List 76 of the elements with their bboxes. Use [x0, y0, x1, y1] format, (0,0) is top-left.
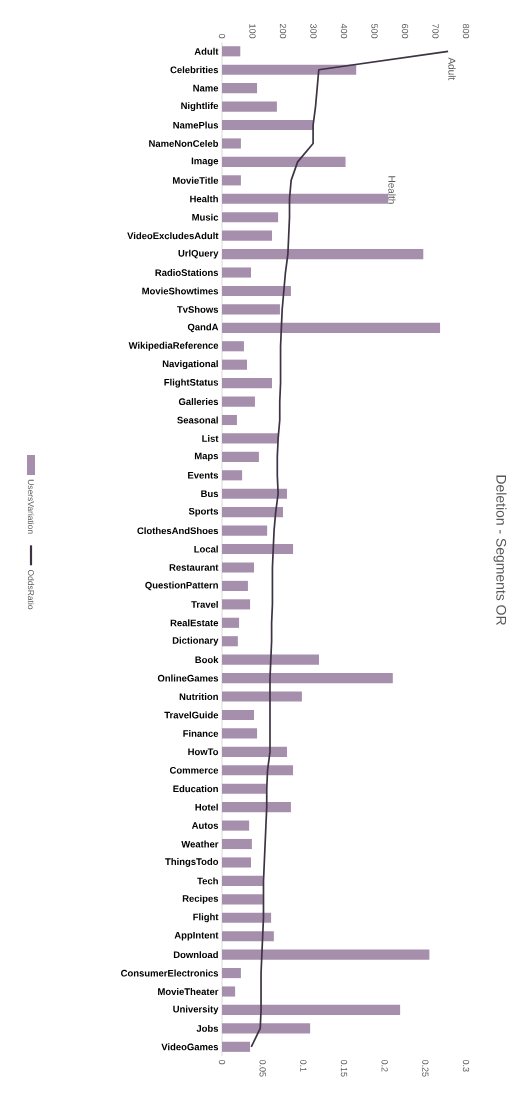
- y-tick-label: Weather: [181, 840, 219, 848]
- y-tick-label: Flight: [193, 913, 219, 923]
- y-tick-label: Music: [192, 213, 219, 221]
- y-tick-label: Download: [173, 951, 218, 959]
- y-tick-label: Bus: [201, 490, 219, 498]
- x-tick-label: 0.2: [381, 1059, 388, 1072]
- y-tick-label: Maps: [194, 452, 219, 462]
- x2-tick-label: 400: [340, 23, 348, 39]
- y-tick-label: Health: [190, 195, 218, 203]
- y-tick-label: Nightlife: [181, 102, 219, 112]
- y-tick-label: Book: [195, 656, 219, 664]
- y-tick-label: Autos: [191, 822, 219, 829]
- annotation: Adult: [448, 57, 456, 81]
- x2-tick-label: 600: [401, 24, 409, 39]
- y-tick-label: Recipes: [182, 894, 219, 904]
- x-tick-label: 0.25: [422, 1059, 429, 1077]
- y-tick-label: Sports: [188, 507, 219, 517]
- y-tick-label: NamePlus: [173, 121, 219, 129]
- y-tick-label: FlightStatus: [164, 378, 219, 388]
- x-tick-label: 0.05: [259, 1059, 266, 1077]
- y-tick-label: List: [202, 434, 219, 442]
- text: Deletion - Segments OR: [493, 475, 507, 625]
- y-tick-label: Hotel: [195, 803, 218, 811]
- y-tick-label: QandA: [187, 323, 219, 333]
- y-tick-label: Name: [193, 84, 219, 92]
- y-tick-label: Jobs: [196, 1024, 219, 1032]
- y-tick-label: Education: [173, 785, 218, 793]
- y-tick-label: TravelGuide: [164, 711, 219, 719]
- y-tick-label: Finance: [183, 729, 219, 737]
- y-tick-label: RealEstate: [170, 619, 219, 627]
- y-tick-label: OnlineGames: [157, 674, 219, 682]
- annotation: Health: [388, 176, 396, 204]
- y-tick-label: Restaurant: [169, 564, 219, 571]
- x2-tick-label: 100: [249, 24, 256, 39]
- y-tick-label: Travel: [191, 600, 218, 608]
- x2-tick-label: 800: [462, 23, 470, 39]
- x-tick-label: 0.15: [340, 1059, 348, 1077]
- y-tick-label: Celebrities: [170, 66, 219, 74]
- y-tick-label: Nutrition: [179, 693, 218, 701]
- y-tick-label: Dictionary: [172, 636, 219, 646]
- x2-tick-label: 500: [371, 23, 378, 39]
- legend-label: OddsRatio: [27, 569, 35, 610]
- y-tick-label: Commerce: [169, 766, 219, 774]
- y-tick-label: ClothesAndShoes: [137, 527, 219, 535]
- y-tick-label: Seasonal: [177, 416, 218, 424]
- y-tick-label: ConsumerElectronics: [121, 969, 219, 977]
- y-tick-label: Galleries: [178, 398, 219, 406]
- y-tick-label: RadioStations: [155, 269, 219, 276]
- y-tick-label: Local: [194, 545, 218, 553]
- y-tick-label: Adult: [194, 47, 219, 55]
- y-tick-label: Events: [188, 472, 219, 479]
- y-tick-label: TvShows: [177, 305, 219, 313]
- y-tick-label: MovieTheater: [158, 988, 219, 995]
- x2-tick-label: 700: [432, 24, 439, 39]
- x-tick-label: 0: [218, 1059, 226, 1065]
- y-tick-label: University: [173, 1005, 219, 1015]
- x2-tick-label: 300: [310, 23, 317, 39]
- legend-label: UsersVariation: [27, 479, 35, 534]
- x2-tick-label: 0: [218, 33, 226, 39]
- y-tick-label: VideoExcludesAdult: [127, 232, 219, 240]
- y-tick-label: VideoGames: [161, 1043, 219, 1051]
- x-tick-label: 0.1: [300, 1059, 307, 1072]
- y-tick-label: NameNonCeleb: [149, 140, 219, 147]
- y-tick-label: ThingsTodo: [165, 858, 219, 867]
- y-tick-label: MovieShowtimes: [142, 287, 219, 295]
- x2-tick-label: 200: [279, 24, 287, 39]
- y-tick-label: AppIntent: [174, 931, 219, 941]
- y-tick-label: UrlQuery: [178, 249, 219, 259]
- y-tick-label: MovieTitle: [173, 176, 219, 184]
- y-tick-label: HowTo: [188, 748, 219, 756]
- y-tick-label: Tech: [197, 877, 218, 885]
- y-tick-label: Image: [191, 157, 219, 167]
- y-tick-label: Navigational: [162, 360, 218, 370]
- x-tick-label: 0.3: [462, 1059, 470, 1072]
- y-tick-label: QuestionPattern: [145, 581, 218, 591]
- y-tick-label: WikipediaReference: [128, 341, 219, 351]
